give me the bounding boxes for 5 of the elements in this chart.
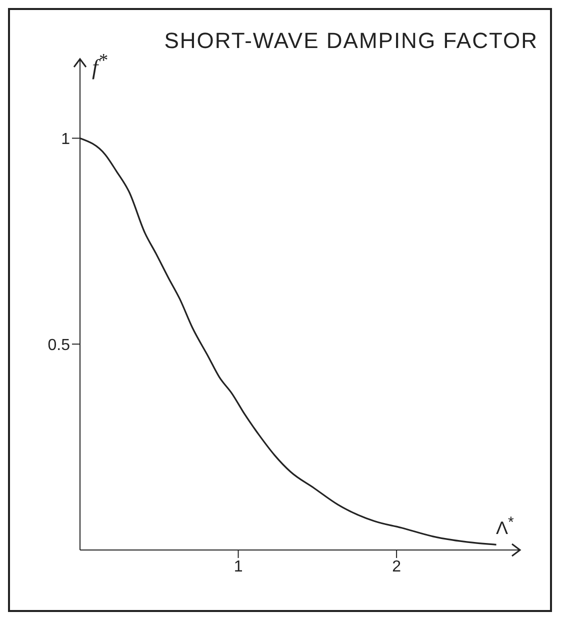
- y-tick-label: 0.5: [48, 336, 70, 354]
- y-axis-title: f$^{*}$: [92, 50, 108, 80]
- x-axis-title: Λ$^{*}$: [496, 514, 514, 539]
- x-tick-label: 2: [392, 558, 402, 576]
- chart-title: SHORT-WAVE DAMPING FACTOR: [164, 28, 538, 54]
